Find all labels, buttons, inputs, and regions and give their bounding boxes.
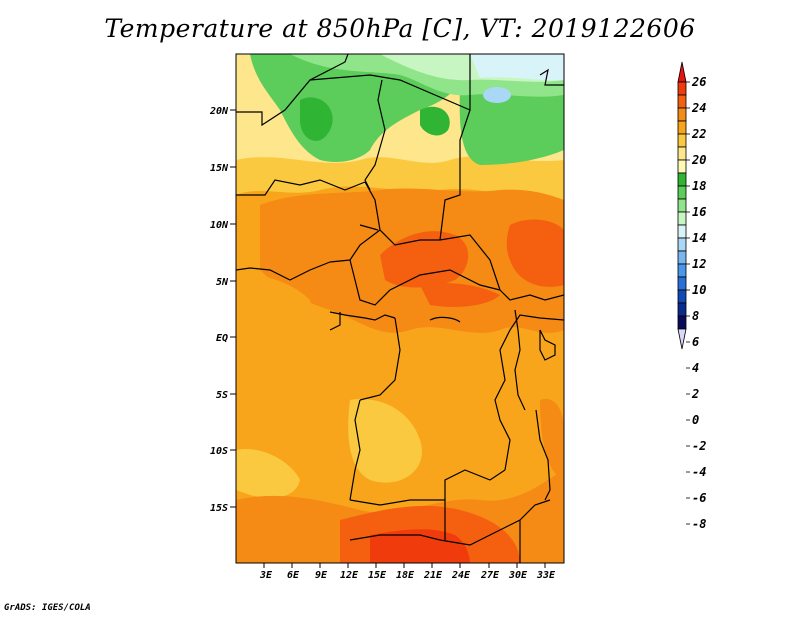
lon-label: 9E <box>315 570 328 581</box>
colorbar-label: 22 <box>691 127 706 141</box>
colorbar-swatch <box>677 276 687 291</box>
colorbar-label: 8 <box>692 309 699 323</box>
colorbar-label: 10 <box>692 283 706 297</box>
colorbar-label: -8 <box>692 517 706 531</box>
lon-label: 3E <box>259 570 273 581</box>
colorbar-label: 2 <box>691 387 699 401</box>
colorbar-label: 24 <box>691 101 706 115</box>
colorbar-swatch <box>677 289 687 304</box>
colorbar-swatch <box>677 107 687 122</box>
colorbar-min-arrow <box>677 328 687 350</box>
lon-label: 24E <box>451 570 471 581</box>
colorbar-label: 4 <box>692 361 699 375</box>
credit-label: GrADS: IGES/COLA <box>4 603 91 613</box>
lat-label: 10S <box>210 446 228 457</box>
latitude-labels: 20N 15N 10N 5N EQ 5S 10S 15S <box>209 106 229 514</box>
colorbar-max-arrow <box>677 61 687 83</box>
colorbar-label: -2 <box>692 439 706 453</box>
colorbar-swatch <box>677 224 687 239</box>
colorbar-swatch <box>677 120 687 135</box>
map-title: Temperature at 850hPa [C], VT: 201912260… <box>104 14 696 43</box>
latitude-axis <box>230 109 236 508</box>
lat-label: 10N <box>210 220 229 231</box>
lon-label: 12E <box>340 570 359 581</box>
colorbar-label: 12 <box>692 257 706 271</box>
map-frame <box>235 53 565 564</box>
colorbar-swatch <box>677 172 687 187</box>
colorbar-swatch <box>677 237 687 252</box>
lat-label: 20N <box>209 106 229 117</box>
colorbar-label: 16 <box>692 205 706 219</box>
colorbar-label: 14 <box>692 231 706 245</box>
lat-label: 15N <box>210 163 229 174</box>
temperature-field <box>236 54 564 563</box>
colorbar-swatch <box>677 146 687 161</box>
colorbar-swatch <box>677 81 687 96</box>
colorbar-label: 0 <box>692 413 699 427</box>
colorbar-swatch <box>677 263 687 278</box>
country-borders <box>236 54 564 563</box>
lon-label: 27E <box>480 570 500 581</box>
lon-label: 33E <box>536 570 556 581</box>
lon-label: 21E <box>423 570 443 581</box>
colorbar-label: -4 <box>692 465 706 479</box>
colorbar-swatch <box>677 159 687 174</box>
colorbar-label: 18 <box>692 179 706 193</box>
colorbar-swatch <box>677 315 687 330</box>
colorbar-label: 6 <box>692 335 699 349</box>
colorbar-label: 26 <box>691 75 706 89</box>
lat-label: 5N <box>216 277 229 288</box>
colorbar-label: 20 <box>691 153 706 167</box>
colorbar-swatch <box>677 185 687 200</box>
colorbar-swatch <box>677 198 687 213</box>
colorbar-label: -6 <box>692 491 706 505</box>
lat-label: 5S <box>216 390 228 401</box>
lon-label: 30E <box>508 570 528 581</box>
colorbar-swatch <box>677 302 687 317</box>
longitude-axis <box>263 563 546 568</box>
lat-label: EQ <box>216 333 228 344</box>
lon-label: 15E <box>368 570 387 581</box>
lat-label: 15S <box>210 503 228 514</box>
lon-label: 6E <box>287 570 300 581</box>
colorbar-swatch <box>677 133 687 148</box>
longitude-labels: 3E 6E 9E 12E 15E 18E 21E 24E 27E 30E 33E <box>259 570 556 581</box>
colorbar-swatch <box>677 94 687 109</box>
colorbar-swatch <box>677 211 687 226</box>
colorbar-swatch <box>677 250 687 265</box>
lon-label: 18E <box>396 570 415 581</box>
